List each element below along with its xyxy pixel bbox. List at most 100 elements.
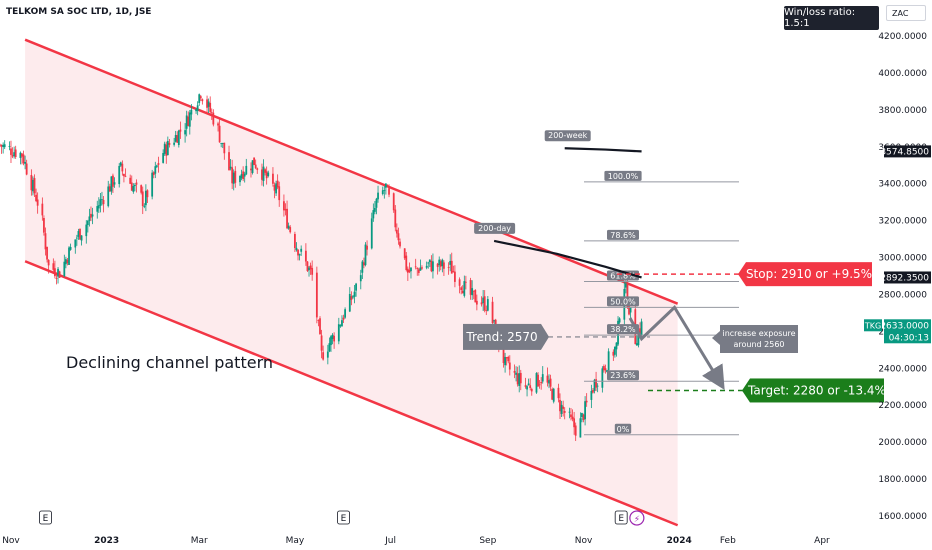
symbol-badge: TKG [864, 321, 881, 330]
candle-body [123, 174, 125, 177]
candle-body [535, 373, 538, 393]
candle-body [571, 416, 574, 420]
candle-body [146, 190, 149, 198]
candle [96, 200, 99, 219]
candle [452, 265, 455, 273]
candle [370, 212, 373, 250]
candle-body [460, 287, 463, 291]
candle-body [574, 425, 577, 436]
candle [359, 269, 362, 290]
candle [486, 296, 489, 312]
candle [58, 270, 61, 278]
candle [210, 108, 213, 120]
candle-body [328, 343, 331, 352]
target-arrow [742, 378, 750, 403]
candle [121, 160, 124, 176]
candle [527, 378, 530, 386]
candle-body [97, 205, 100, 209]
candle [596, 383, 599, 393]
candle [432, 253, 434, 279]
candle-body [330, 336, 332, 346]
candle-body [294, 234, 296, 248]
fib-label: 61.8% [610, 272, 636, 281]
candle-body [85, 224, 88, 237]
candle [308, 265, 310, 277]
candle [333, 332, 336, 349]
candle-body [2, 144, 5, 148]
candle-body [242, 171, 245, 180]
candle-body [449, 260, 452, 265]
candle-body [176, 135, 179, 143]
trend-box [463, 323, 541, 350]
earnings-event-label: E [618, 514, 624, 524]
candle [317, 319, 320, 327]
candle [91, 207, 94, 225]
last-price-axis-tag: 2633.0000 [880, 321, 929, 331]
candle [135, 179, 138, 193]
candle [25, 159, 28, 176]
candle-body [187, 116, 190, 126]
candle-body [32, 179, 34, 192]
candle-body [372, 210, 375, 219]
candle-body [110, 176, 113, 192]
candle [43, 215, 45, 236]
candle-body [366, 245, 368, 250]
candle-body [472, 290, 475, 292]
candle [584, 396, 586, 426]
candle-body [221, 143, 224, 144]
candle [273, 182, 276, 199]
candle [19, 151, 22, 165]
candle [485, 305, 488, 316]
candle-body [30, 174, 33, 191]
fib-label: 38.2% [610, 325, 636, 334]
candle-body [10, 148, 12, 155]
candle [251, 160, 254, 175]
candle-body [130, 182, 133, 191]
candle [403, 248, 406, 260]
candle-body [75, 237, 78, 239]
earnings-event-icon[interactable] [614, 510, 628, 525]
candle [472, 290, 475, 300]
earnings-event-icon[interactable] [39, 510, 52, 525]
candle [52, 258, 55, 274]
y-tick-label: 2000.0000 [878, 438, 927, 448]
candle-body [319, 318, 321, 335]
candle-body [480, 302, 483, 305]
candle [220, 142, 223, 148]
candle [441, 258, 444, 273]
candle [47, 259, 50, 274]
candle [428, 259, 431, 268]
candle [134, 183, 136, 192]
candle [24, 155, 26, 170]
candle [562, 400, 565, 417]
candle-body [507, 356, 510, 362]
candle-body [417, 269, 420, 273]
candle [69, 243, 72, 251]
candle [201, 98, 204, 105]
candle-body [267, 172, 270, 177]
candle-body [384, 183, 387, 188]
candle [284, 203, 287, 216]
fib-label: 0% [617, 425, 630, 434]
candle [551, 387, 554, 401]
earnings-event-icon[interactable] [337, 510, 350, 525]
fib-label-bg [607, 296, 639, 307]
candle [124, 168, 127, 178]
dividend-event-icon[interactable] [629, 510, 645, 526]
candle-body [209, 102, 212, 112]
candle-body [320, 335, 323, 351]
candle [421, 265, 423, 270]
earnings-event-label: E [341, 514, 347, 524]
candle [505, 356, 508, 366]
candle-body [306, 261, 309, 271]
y-tick-label: 4000.0000 [878, 69, 927, 79]
candle [615, 342, 618, 357]
candle-body [552, 388, 555, 402]
candle-body [430, 260, 433, 272]
candle [568, 407, 571, 419]
channel-label: Declining channel pattern [66, 353, 273, 372]
candle-body [443, 262, 445, 269]
win-loss-badge: Win/loss ratio: 1.5:1 [784, 6, 879, 30]
currency-selector[interactable]: ZAC [886, 5, 926, 21]
